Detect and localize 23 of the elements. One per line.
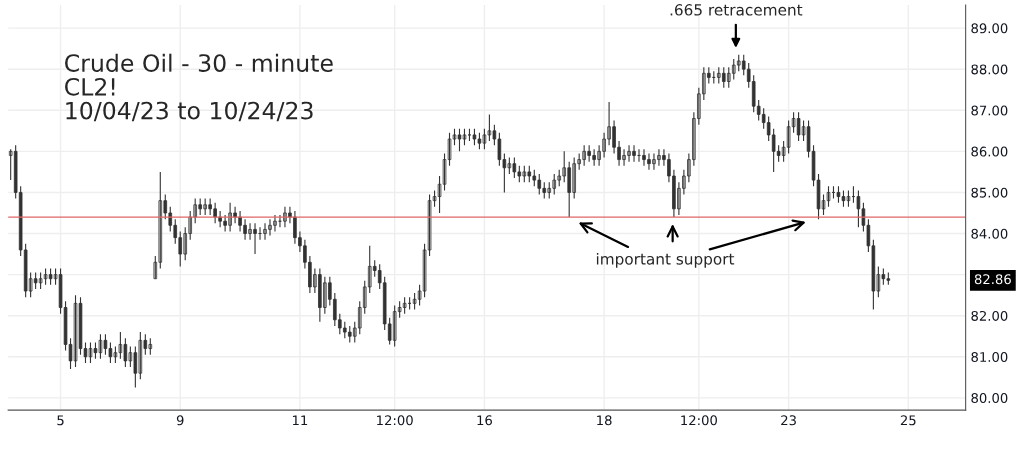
- y-tick-label: 84.00: [971, 228, 1008, 239]
- x-tick-label: 18: [597, 415, 612, 426]
- x-tick-label: 23: [781, 415, 796, 426]
- x-tick-label: 12:00: [681, 415, 717, 426]
- x-tick-label: 5: [57, 415, 64, 426]
- x-tick-label: 11: [292, 415, 308, 426]
- y-tick-label: 89.00: [971, 23, 1008, 34]
- text: 82.86: [974, 274, 1011, 285]
- x-tick-label: 16: [477, 415, 492, 426]
- annotation: .665 retracement: [670, 4, 803, 16]
- y-tick-label: 82.00: [971, 310, 1008, 321]
- candlestick: [856, 189, 861, 228]
- x-tick-label: 9: [176, 415, 184, 426]
- y-tick-label: 85.00: [971, 187, 1008, 198]
- y-tick-label: 87.00: [971, 105, 1008, 116]
- x-tick-label: 12:00: [377, 415, 413, 426]
- text: Crude Oil - 30 - minute CL2! 10/04/23 to 10/24/23: [65, 53, 333, 122]
- annotation: important support: [596, 252, 735, 268]
- y-tick-label: 81.00: [971, 351, 1008, 362]
- y-tick-label: 86.00: [971, 146, 1008, 157]
- y-tick-label: 80.00: [971, 393, 1008, 404]
- x-tick-label: 25: [900, 415, 916, 426]
- y-tick-label: 88.00: [971, 64, 1008, 75]
